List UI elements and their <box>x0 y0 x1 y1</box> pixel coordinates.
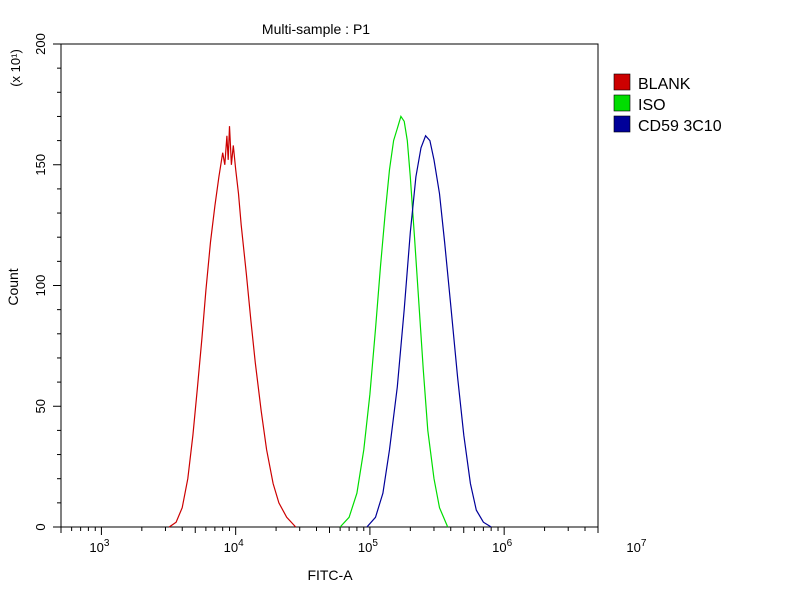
x-tick-label: 103 <box>89 538 109 555</box>
x-tick-label: 105 <box>358 538 378 555</box>
y-tick-label: 200 <box>33 33 48 55</box>
x-tick-label: 106 <box>492 538 512 555</box>
y-tick-label: 0 <box>33 523 48 530</box>
y-tick-label: 100 <box>33 275 48 297</box>
y-tick-label: 50 <box>33 399 48 413</box>
legend-swatch-blank <box>613 73 631 91</box>
y-axis-title-group: Count (x 10¹) <box>5 49 23 305</box>
legend-label-blank: BLANK <box>638 76 691 93</box>
x-tick-label: 107 <box>626 538 646 555</box>
chart-title: Multi-sample : P1 <box>262 21 370 37</box>
x-tick-label: 104 <box>224 538 244 555</box>
legend-label-iso: ISO <box>638 97 666 114</box>
series-line-blank <box>168 126 297 528</box>
series-line-cd59-3c10 <box>366 134 492 528</box>
legend-label-cd59-3c10: CD59 3C10 <box>638 118 722 135</box>
series-line-iso <box>339 115 449 528</box>
y-tick-label: 150 <box>33 154 48 176</box>
legend-swatch-iso <box>613 94 631 112</box>
x-axis-title: FITC-A <box>307 567 353 583</box>
legend-swatch-cd59-3c10 <box>613 115 631 133</box>
y-axis-title: Count <box>5 268 21 305</box>
plot-frame <box>60 43 599 528</box>
y-axis-multiplier-label: (x 10¹) <box>8 49 23 87</box>
